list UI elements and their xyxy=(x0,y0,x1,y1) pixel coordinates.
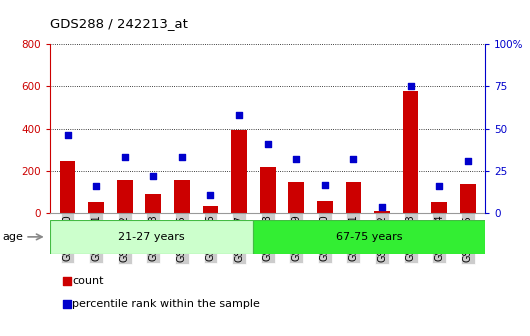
Bar xyxy=(60,161,75,213)
Bar xyxy=(260,167,276,213)
Text: age: age xyxy=(3,232,23,242)
Bar xyxy=(431,202,447,213)
Text: 21-27 years: 21-27 years xyxy=(118,232,185,242)
Point xyxy=(178,155,186,160)
Point xyxy=(149,173,157,179)
Bar xyxy=(317,201,333,213)
Point xyxy=(235,112,243,118)
Bar xyxy=(88,202,104,213)
Bar xyxy=(460,184,475,213)
Bar xyxy=(403,91,419,213)
Bar xyxy=(374,211,390,213)
Bar xyxy=(202,206,218,213)
Bar xyxy=(145,194,161,213)
Point xyxy=(292,156,301,162)
Text: percentile rank within the sample: percentile rank within the sample xyxy=(72,299,260,309)
Bar xyxy=(288,181,304,213)
Point xyxy=(407,83,415,89)
Bar xyxy=(346,181,361,213)
Text: count: count xyxy=(72,276,103,286)
Point xyxy=(435,183,444,189)
Point xyxy=(63,301,72,307)
Point xyxy=(63,278,72,283)
Text: GDS288 / 242213_at: GDS288 / 242213_at xyxy=(50,17,188,30)
Bar xyxy=(174,180,190,213)
Bar xyxy=(253,220,485,254)
Point xyxy=(321,182,329,187)
Point xyxy=(206,192,215,197)
Point xyxy=(92,183,100,189)
Bar xyxy=(50,220,253,254)
Point xyxy=(349,156,358,162)
Point xyxy=(464,158,472,163)
Point xyxy=(120,155,129,160)
Text: 67-75 years: 67-75 years xyxy=(336,232,402,242)
Point xyxy=(263,141,272,146)
Bar xyxy=(117,180,132,213)
Bar xyxy=(231,130,247,213)
Point xyxy=(378,204,386,209)
Point xyxy=(63,133,72,138)
